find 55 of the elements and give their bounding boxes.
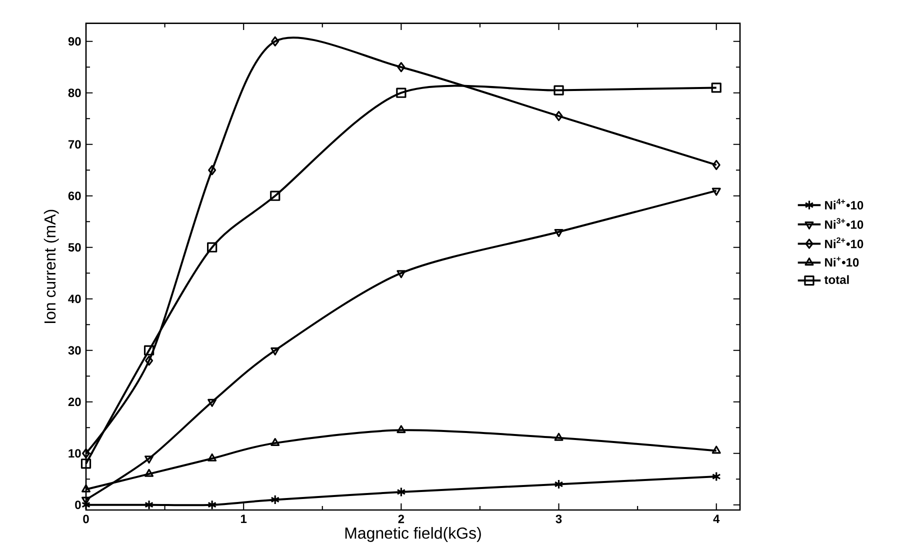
point [396,486,406,498]
y-tick-label: 70 [68,140,81,149]
point [145,356,154,366]
point [554,228,564,237]
point [397,62,406,72]
point [554,479,564,490]
y-tick-label: 90 [68,37,81,46]
point [270,438,280,446]
y-tick-label: 20 [68,398,81,406]
x-tick-label: 4 [713,514,720,523]
y-tick-label: 60 [68,192,81,200]
point [554,432,564,441]
point [554,110,563,122]
x-tick-label: 1 [241,514,247,523]
point [208,453,217,462]
point [207,242,218,252]
x-tick-label: 3 [556,514,562,524]
legend-label: Ni$^{4+}$•10 [825,198,864,210]
point [271,36,280,46]
legend-label: total [824,275,849,284]
legend-label: Ni$^{3+}$•10 [825,218,864,229]
point [82,448,90,458]
legend-label: Ni$^{2+}$•10 [825,237,864,248]
point [712,446,721,454]
point [144,500,154,510]
point [712,471,721,482]
point [396,270,406,278]
point [144,345,154,356]
point [270,347,280,356]
point [711,82,722,93]
point [144,468,154,477]
point [712,188,721,196]
point [208,165,216,176]
y-tick-label: 0 [75,500,81,510]
y-tick-label: 50 [68,243,81,252]
point [712,160,720,170]
point [396,425,406,434]
y-tick-label: 10 [68,449,81,458]
x-axis-title: Magnetic field(kGs) [345,527,481,542]
y-tick-label: 80 [68,88,81,98]
point [208,398,217,407]
x-tick-label: 0 [83,514,89,524]
point [396,88,406,98]
y-tick-label: 30 [68,346,81,355]
point [270,190,280,201]
point [270,494,280,505]
y-axis-title: Ion current (mA) [44,210,59,323]
legend-label: Ni$^{+}$•10 [825,256,859,267]
y-tick-label: 40 [68,294,81,304]
point [82,484,90,492]
point [208,500,217,510]
point [554,85,564,96]
x-tick-label: 2 [398,514,404,524]
point [144,456,154,464]
point [80,458,92,469]
